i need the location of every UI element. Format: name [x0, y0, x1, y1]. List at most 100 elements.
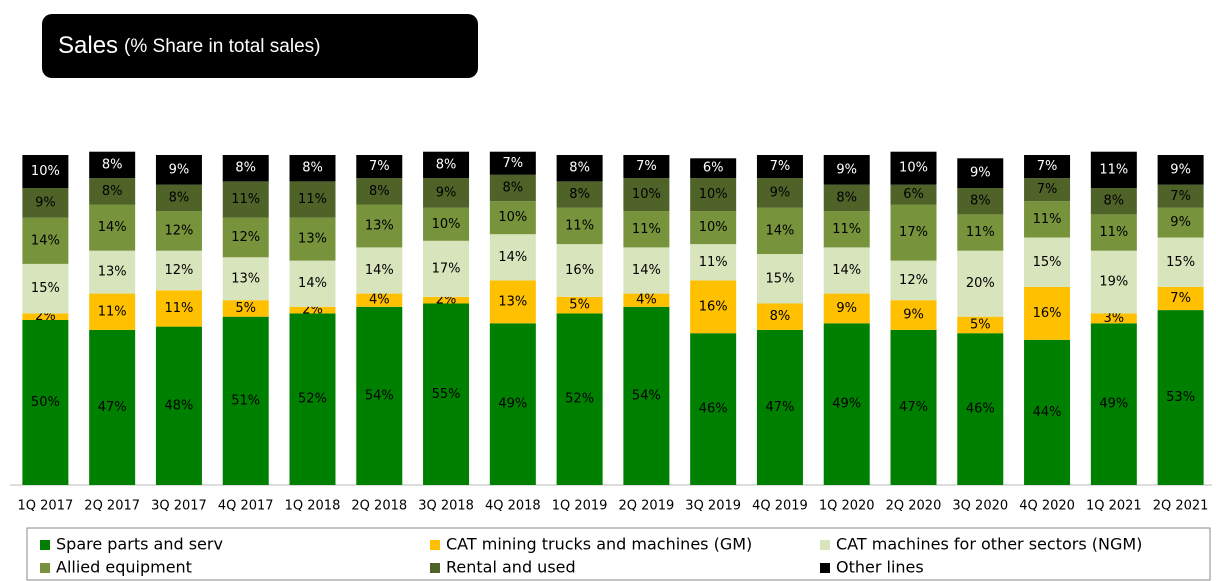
bar-segment — [623, 306, 670, 485]
title-main: Sales — [58, 32, 118, 59]
data-label: 4% — [369, 293, 390, 308]
bar-segment — [1157, 207, 1204, 238]
data-label: 8% — [970, 194, 991, 209]
data-label: 7% — [1170, 291, 1191, 306]
x-tick-label: 1Q 2021 — [1086, 499, 1142, 514]
bar-segment — [890, 204, 937, 261]
data-label: 9% — [903, 308, 924, 323]
bar-segment — [556, 207, 603, 245]
bar-segment — [22, 313, 69, 320]
bar-segment — [89, 178, 136, 205]
data-label: 12% — [231, 230, 260, 245]
legend-label: CAT mining trucks and machines (GM) — [446, 535, 752, 554]
bar-segment — [1024, 201, 1071, 238]
bar-segment — [957, 333, 1004, 485]
bar-segment — [222, 300, 269, 317]
data-label: 54% — [365, 388, 394, 403]
data-label: 46% — [699, 402, 728, 417]
data-label: 10% — [31, 164, 60, 179]
x-tick-label: 2Q 2021 — [1153, 499, 1209, 514]
data-label: 7% — [503, 156, 524, 171]
data-label: 10% — [699, 187, 728, 202]
data-label: 7% — [770, 159, 791, 174]
bar-segment — [957, 316, 1004, 334]
data-label: 7% — [1037, 182, 1058, 197]
bar-segment — [89, 329, 136, 485]
data-label: 16% — [1033, 306, 1062, 321]
data-label: 16% — [699, 299, 728, 314]
bar-segment — [556, 155, 603, 182]
data-label: 14% — [765, 223, 794, 238]
legend-label: Rental and used — [446, 558, 576, 577]
x-tick-label: 4Q 2020 — [1019, 499, 1075, 514]
bar-segment — [1157, 287, 1204, 311]
data-label: 11% — [966, 225, 995, 240]
bar-segment — [89, 151, 136, 179]
data-label: 8% — [169, 190, 190, 205]
data-label: 8% — [302, 161, 323, 176]
data-label: 54% — [632, 388, 661, 403]
data-label: 14% — [632, 263, 661, 278]
data-label: 7% — [636, 159, 657, 174]
data-label: 13% — [231, 271, 260, 286]
x-tick-label: 1Q 2020 — [819, 499, 875, 514]
bar-segment — [356, 293, 403, 307]
x-tick-label: 2Q 2017 — [84, 499, 140, 514]
bar-segment — [957, 250, 1004, 317]
data-label: 13% — [298, 232, 327, 247]
bar-segment — [423, 151, 470, 179]
x-tick-label: 4Q 2018 — [485, 499, 541, 514]
bar-segment — [289, 306, 336, 314]
data-label: 50% — [31, 395, 60, 410]
data-label: 10% — [632, 187, 661, 202]
data-label: 7% — [369, 159, 390, 174]
data-label: 9% — [436, 185, 457, 200]
data-label: 8% — [235, 161, 256, 176]
data-label: 11% — [298, 192, 327, 207]
bar-segment — [1090, 151, 1137, 188]
bar-segment — [756, 254, 803, 304]
bar-segment — [489, 174, 536, 202]
legend-label: Allied equipment — [56, 558, 192, 577]
bar-segment — [823, 211, 870, 248]
data-label: 12% — [164, 223, 193, 238]
data-label: 8% — [770, 309, 791, 324]
title-box — [42, 14, 478, 78]
data-label: 10% — [432, 217, 461, 232]
data-label: 8% — [436, 157, 457, 172]
data-label: 5% — [569, 298, 590, 313]
bar-segment — [623, 178, 670, 212]
bar-segment — [22, 188, 69, 218]
x-tick-label: 2Q 2020 — [886, 499, 942, 514]
bar-segment — [423, 207, 470, 241]
bar-segment — [623, 247, 670, 294]
bar-segment — [890, 329, 937, 485]
bar-segment — [222, 316, 269, 485]
bar-segment — [289, 217, 336, 261]
bar-segment — [222, 257, 269, 301]
data-label: 11% — [164, 301, 193, 316]
bar-segment — [356, 155, 403, 179]
data-label: 8% — [102, 157, 123, 172]
bar-segment — [356, 306, 403, 485]
data-label: 8% — [102, 184, 123, 199]
bar-segment — [222, 155, 269, 182]
bar-segment — [1090, 188, 1137, 215]
bar-segment — [289, 260, 336, 307]
bar-segment — [1090, 313, 1137, 324]
data-label: 15% — [31, 281, 60, 296]
data-label: 8% — [569, 187, 590, 202]
bar-segment — [489, 151, 536, 175]
data-label: 14% — [31, 233, 60, 248]
data-label: 16% — [565, 263, 594, 278]
legend-box — [26, 527, 1211, 581]
bar-segment — [1157, 310, 1204, 485]
data-label: 14% — [98, 220, 127, 235]
x-tick-label: 1Q 2018 — [285, 499, 341, 514]
data-label: 15% — [765, 271, 794, 286]
data-label: 10% — [498, 210, 527, 225]
bar-segment — [1090, 214, 1137, 251]
bar-segment — [556, 181, 603, 208]
data-label: 11% — [832, 222, 861, 237]
